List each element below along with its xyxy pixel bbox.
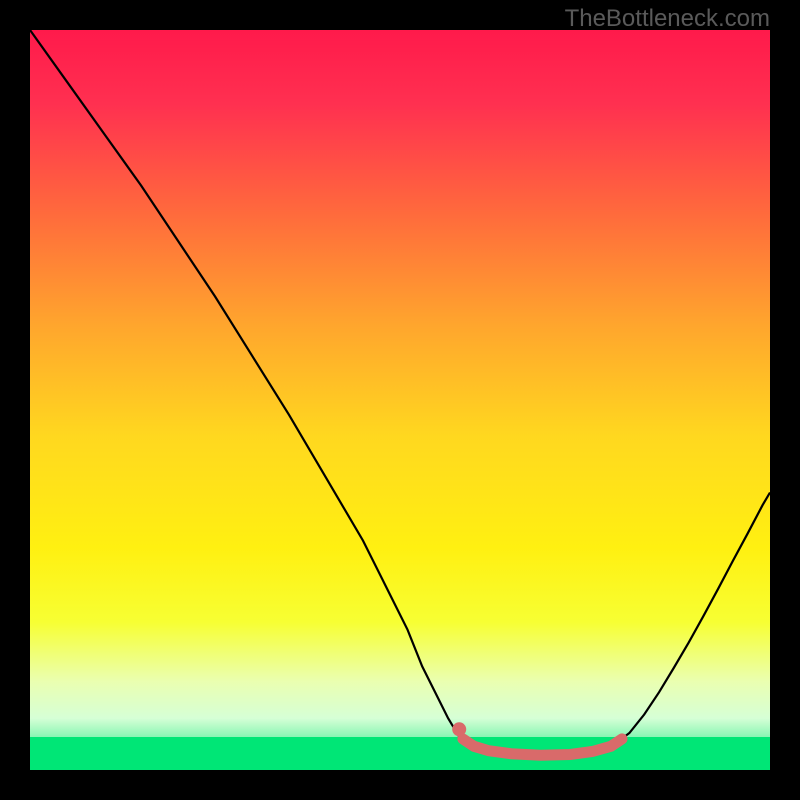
highlight-curve xyxy=(463,739,622,755)
curve-svg xyxy=(30,30,770,770)
watermark-text: TheBottleneck.com xyxy=(565,5,770,33)
plot-area xyxy=(30,30,770,770)
chart-frame: TheBottleneck.com xyxy=(0,0,800,800)
marker-dot xyxy=(452,722,466,736)
main-curve xyxy=(30,30,770,756)
